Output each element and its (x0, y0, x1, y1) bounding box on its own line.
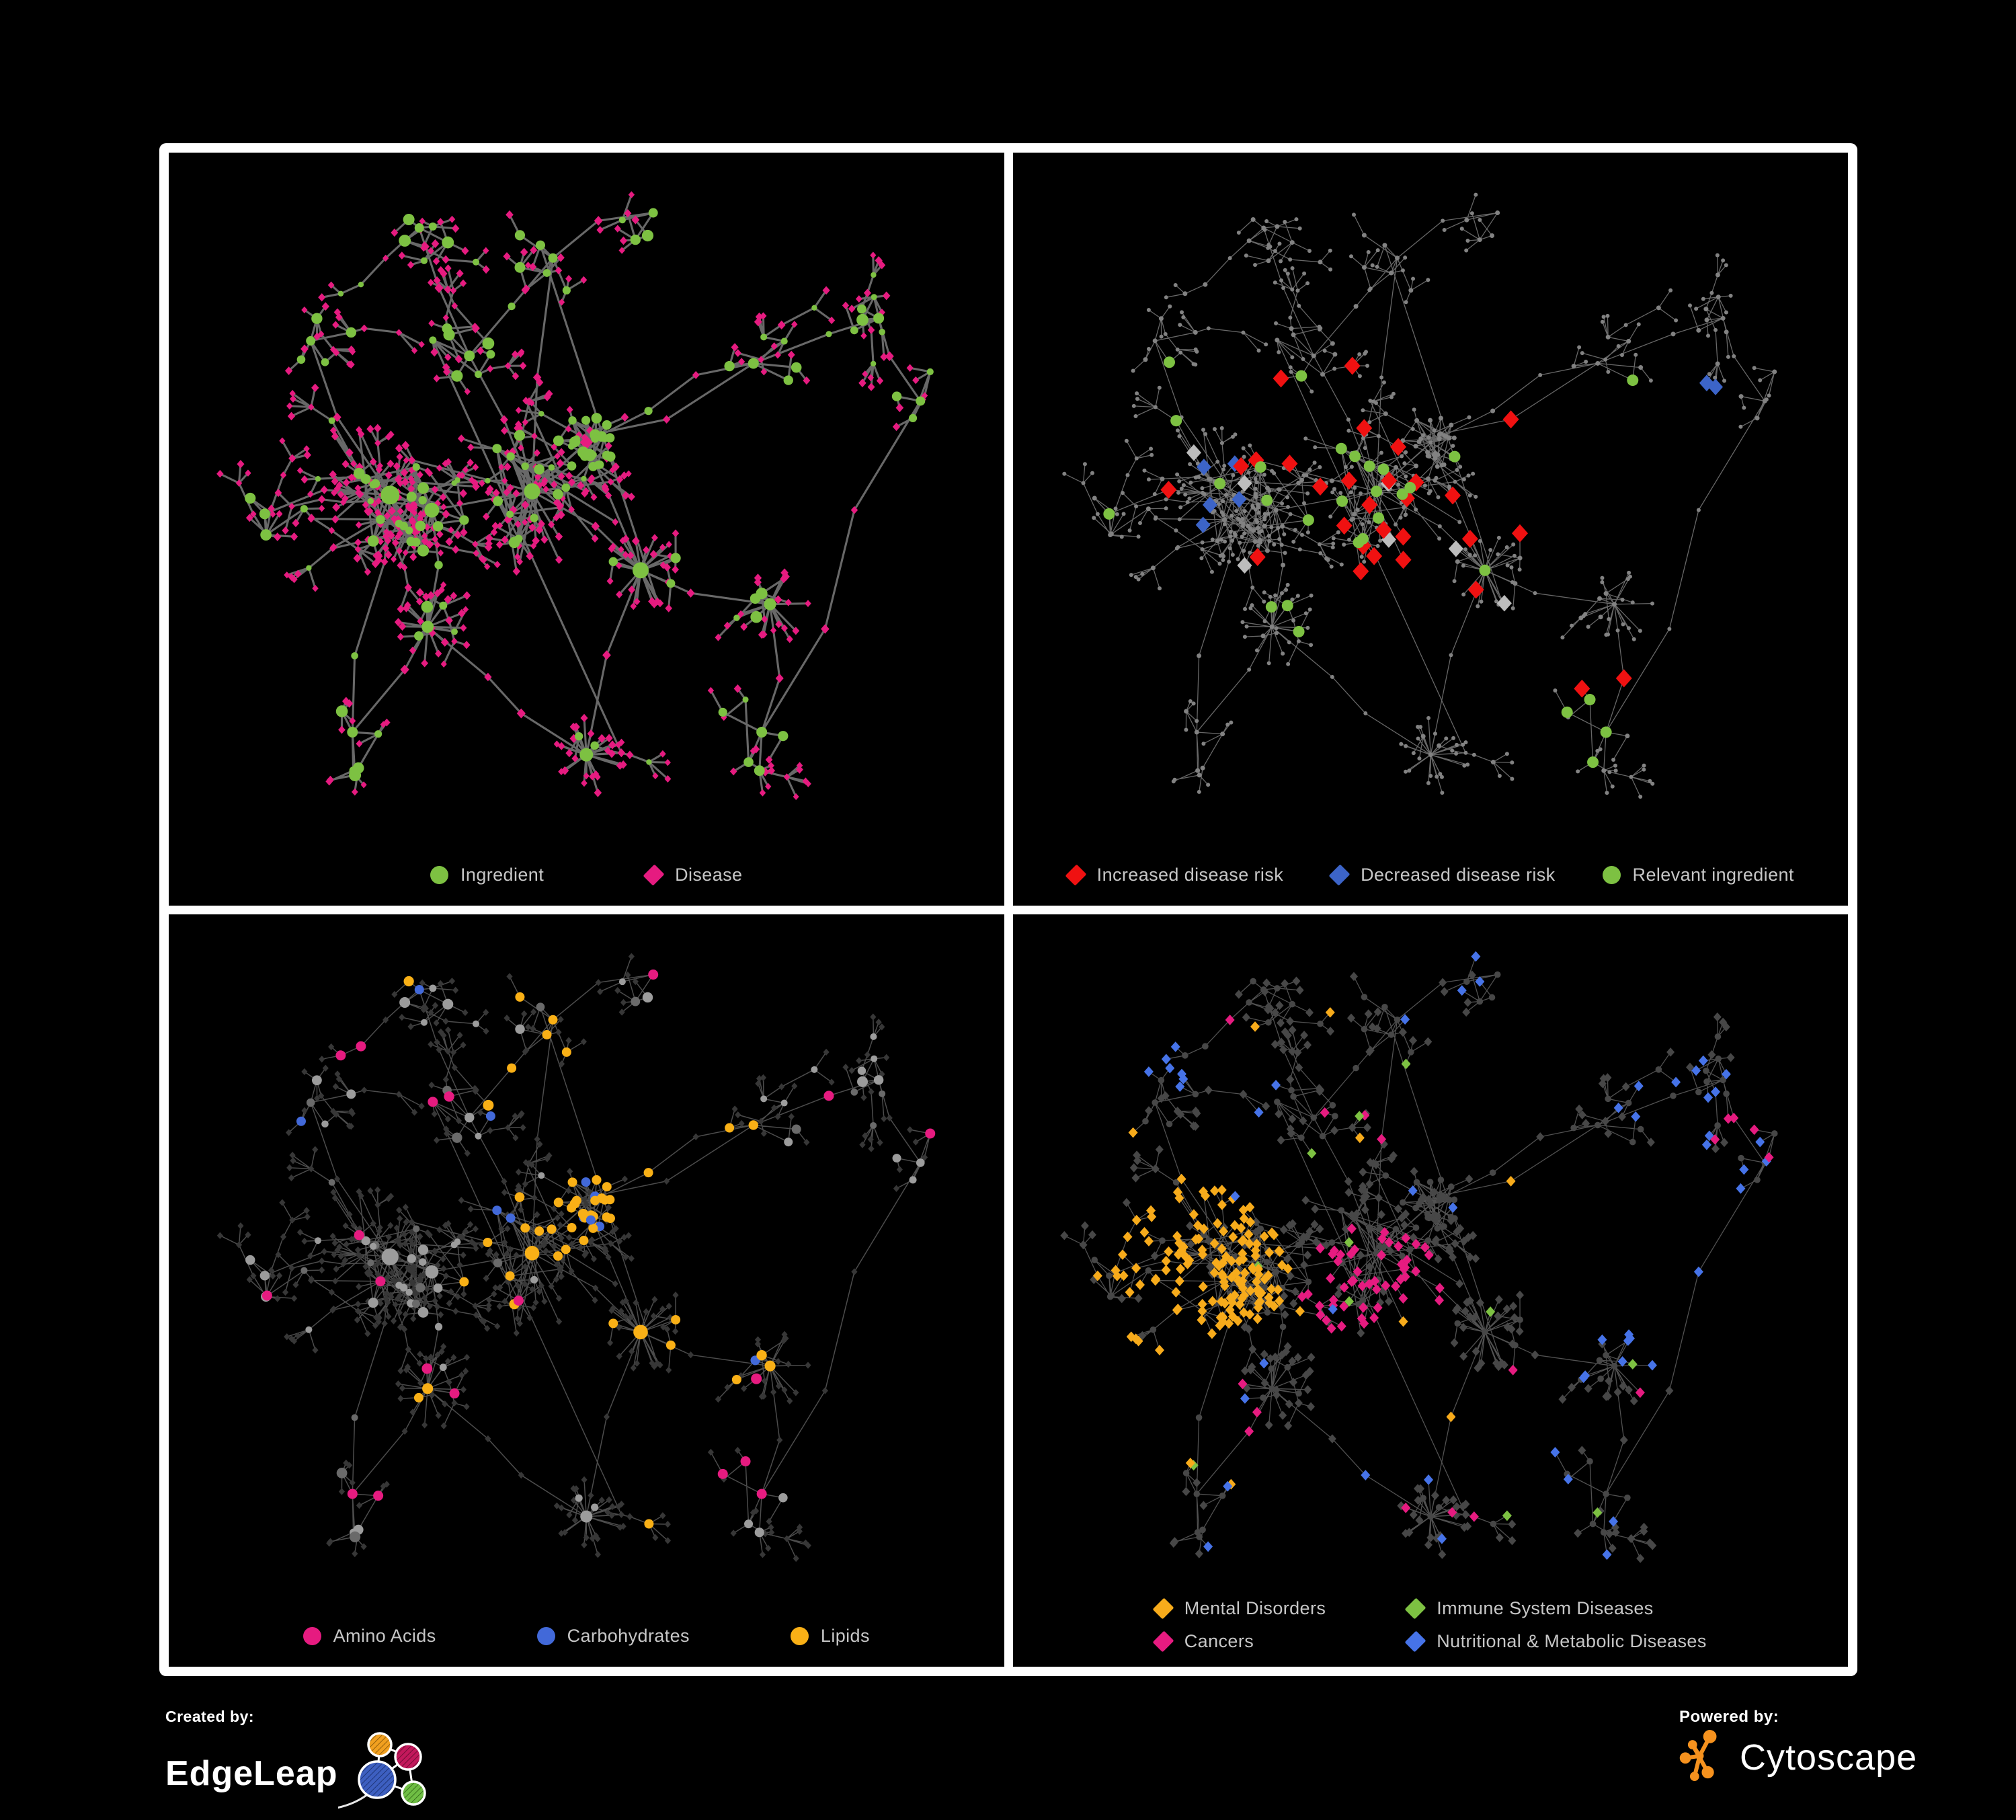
figure-frame: Ingredient Disease Increased disease risk… (159, 143, 1857, 1676)
highlight-layer (1102, 356, 1723, 768)
network-svg (216, 191, 934, 801)
diamond-legend-glyph (1404, 1630, 1426, 1653)
edgeleap-logo-icon (337, 1732, 426, 1809)
circle-legend-glyph (430, 865, 449, 884)
diamond-legend-glyph (1152, 1597, 1174, 1620)
diamond-legend-glyph (1404, 1597, 1426, 1620)
diamond-legend-glyph (643, 864, 665, 885)
network-svg (1059, 951, 1778, 1563)
diamond-legend-glyph (1328, 864, 1350, 885)
legend-item: Disease (643, 864, 743, 885)
legend-label: Relevant ingredient (1632, 864, 1794, 885)
node-layer (216, 191, 934, 801)
edge-layer (219, 955, 931, 1559)
legend-item: Immune System Diseases (1404, 1597, 1706, 1620)
legend: Amino Acids Carbohydrates Lipids (169, 1626, 1004, 1647)
legend-label: Cancers (1184, 1631, 1254, 1651)
legend: Increased disease risk Decreased disease … (1013, 864, 1849, 885)
legend-item: Increased disease risk (1065, 864, 1284, 885)
legend-label: Mental Disorders (1184, 1598, 1326, 1618)
legend-item: Cancers (1152, 1630, 1326, 1653)
legend-label: Disease (675, 864, 743, 885)
node-layer (1061, 192, 1777, 799)
panel-disease-class: Mental Disorders Immune System Diseases Ca… (1012, 914, 1849, 1667)
highlight-layer (261, 969, 936, 1528)
created-by-label: Created by: (165, 1708, 255, 1725)
legend-item: Carbohydrates (536, 1626, 690, 1647)
legend-label: Immune System Diseases (1437, 1598, 1654, 1618)
circle-legend-glyph (790, 1627, 809, 1645)
legend-item: Amino Acids (303, 1626, 436, 1647)
edgeleap-wordmark: EdgeLeap (165, 1754, 338, 1793)
edge-layer (218, 194, 932, 798)
cytoscape-wordmark: Cytoscape (1740, 1737, 1918, 1778)
legend-label: Nutritional & Metabolic Diseases (1437, 1631, 1707, 1651)
legend-label: Carbohydrates (567, 1626, 690, 1646)
legend-item: Mental Disorders (1152, 1597, 1326, 1620)
legend-label: Amino Acids (333, 1626, 436, 1646)
legend-item: Relevant ingredient (1602, 864, 1794, 885)
legend-item: Decreased disease risk (1328, 864, 1556, 885)
network-svg (1061, 192, 1777, 799)
panel-ingredient-class: Amino Acids Carbohydrates Lipids (169, 914, 1004, 1667)
diamond-legend-glyph (1065, 864, 1087, 885)
legend-item: Ingredient (430, 865, 544, 885)
network-svg (216, 952, 936, 1562)
circle-legend-glyph (303, 1627, 321, 1645)
powered-by-block: Powered by: Cytoscape (1679, 1708, 1917, 1786)
legend: Ingredient Disease (169, 864, 1004, 885)
legend-label: Ingredient (460, 864, 545, 885)
highlight-layer (1092, 951, 1774, 1560)
panel-ingredient-disease: Ingredient Disease (169, 153, 1004, 906)
legend-item: Nutritional & Metabolic Diseases (1404, 1630, 1707, 1653)
circle-legend-glyph (1602, 865, 1621, 884)
diamond-legend-glyph (1152, 1630, 1174, 1653)
legend-label: Decreased disease risk (1361, 864, 1556, 885)
powered-by-label: Powered by: (1679, 1708, 1779, 1726)
legend-label: Lipids (820, 1626, 870, 1646)
legend-label: Increased disease risk (1096, 864, 1284, 885)
circle-legend-glyph (536, 1627, 555, 1645)
panel-disease-risk: Increased disease risk Decreased disease … (1012, 153, 1849, 906)
legend-item: Lipids (790, 1626, 870, 1647)
legend: Mental Disorders Immune System Diseases Ca… (1013, 1597, 1849, 1653)
cytoscape-logo-icon (1679, 1729, 1717, 1781)
created-by-block: Created by: EdgeLeap (165, 1708, 439, 1816)
